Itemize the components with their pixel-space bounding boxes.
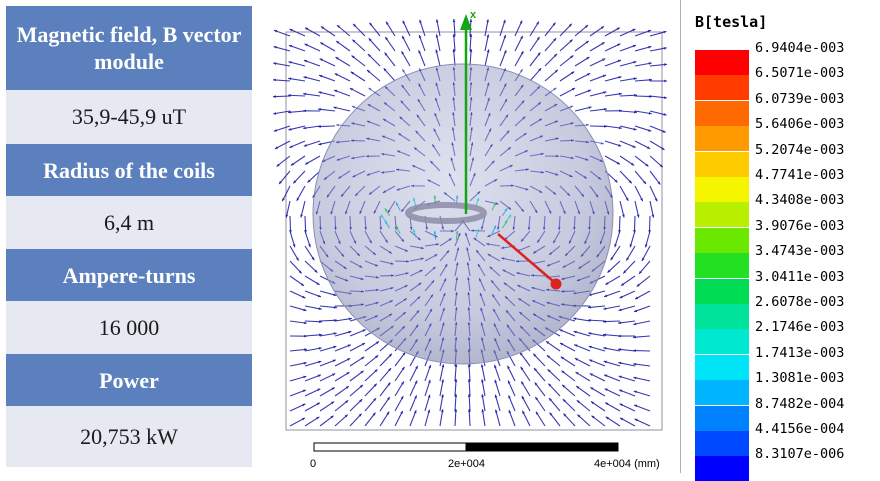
legend-swatch [695, 456, 749, 481]
legend-label: 6.9404e-003 [755, 40, 844, 56]
parameter-table: Magnetic field, B vector module 35,9-45,… [0, 0, 258, 473]
legend-label: 1.3081e-003 [755, 370, 844, 386]
legend-label: 5.2074e-003 [755, 142, 844, 158]
table-header-radius: Radius of the coils [6, 144, 252, 196]
table-header-text: Radius of the coils [43, 157, 215, 184]
table-value-radius: 6,4 m [6, 196, 252, 249]
legend-label: 2.6078e-003 [755, 294, 844, 310]
scale-bar-black [466, 443, 618, 451]
table-header-power: Power [6, 354, 252, 406]
legend-swatch [695, 126, 749, 151]
table-value-power: 20,753 kW [6, 406, 252, 467]
legend-label: 8.7482e-004 [755, 396, 844, 412]
legend-label: 3.4743e-003 [755, 243, 844, 259]
legend-swatch [695, 355, 749, 380]
legend-swatch [695, 329, 749, 354]
legend-label: 4.7741e-003 [755, 167, 844, 183]
legend-swatch [695, 101, 749, 126]
legend-label: 3.0411e-003 [755, 269, 844, 285]
scale-bar-white [314, 443, 466, 451]
table-value-text: 20,753 kW [80, 424, 178, 450]
field-plot-svg: x 0 2e+004 4e+004 (mm) [258, 0, 680, 473]
legend-swatch [695, 50, 749, 75]
field-sphere [313, 64, 613, 364]
legend-swatch [695, 279, 749, 304]
legend-label: 4.4156e-004 [755, 421, 844, 437]
legend-label: 6.0739e-003 [755, 91, 844, 107]
legend-swatch [695, 75, 749, 100]
table-value-text: 6,4 m [104, 210, 154, 236]
x-axis-label: x [470, 9, 477, 21]
table-header-text: Power [99, 367, 159, 394]
legend-label: 4.3408e-003 [755, 192, 844, 208]
legend-label: 2.1746e-003 [755, 319, 844, 335]
table-header-magnetic-field: Magnetic field, B vector module [6, 6, 252, 90]
color-legend: B[tesla] 6.9404e-003 6.5071e-003 6.0739e-0… [680, 0, 880, 473]
legend-swatch [695, 177, 749, 202]
table-header-text: Magnetic field, B vector module [6, 21, 252, 75]
legend-label: 3.9076e-003 [755, 218, 844, 234]
legend-swatch [695, 431, 749, 456]
marker-point [551, 279, 562, 290]
scale-label-0: 0 [310, 458, 316, 470]
legend-swatch [695, 380, 749, 405]
legend-label: 8.3107e-006 [755, 446, 844, 462]
table-value-text: 35,9-45,9 uT [72, 104, 186, 130]
legend-swatch [695, 228, 749, 253]
legend-title: B[tesla] [695, 13, 767, 31]
legend-swatch [695, 253, 749, 278]
table-value-text: 16 000 [99, 315, 160, 341]
scale-label-1: 2e+004 [448, 458, 485, 470]
legend-label: 1.7413e-003 [755, 345, 844, 361]
legend-swatch [695, 304, 749, 329]
legend-swatch [695, 152, 749, 177]
field-simulation-view[interactable]: x 0 2e+004 4e+004 (mm) [258, 0, 680, 473]
legend-swatch [695, 406, 749, 431]
table-value-magnetic-field: 35,9-45,9 uT [6, 90, 252, 144]
legend-label: 6.5071e-003 [755, 65, 844, 81]
legend-label: 5.6406e-003 [755, 116, 844, 132]
scale-label-2: 4e+004 (mm) [594, 458, 660, 470]
table-header-text: Ampere-turns [63, 262, 196, 289]
legend-swatch [695, 202, 749, 227]
table-header-ampere-turns: Ampere-turns [6, 249, 252, 301]
table-value-ampere-turns: 16 000 [6, 301, 252, 354]
